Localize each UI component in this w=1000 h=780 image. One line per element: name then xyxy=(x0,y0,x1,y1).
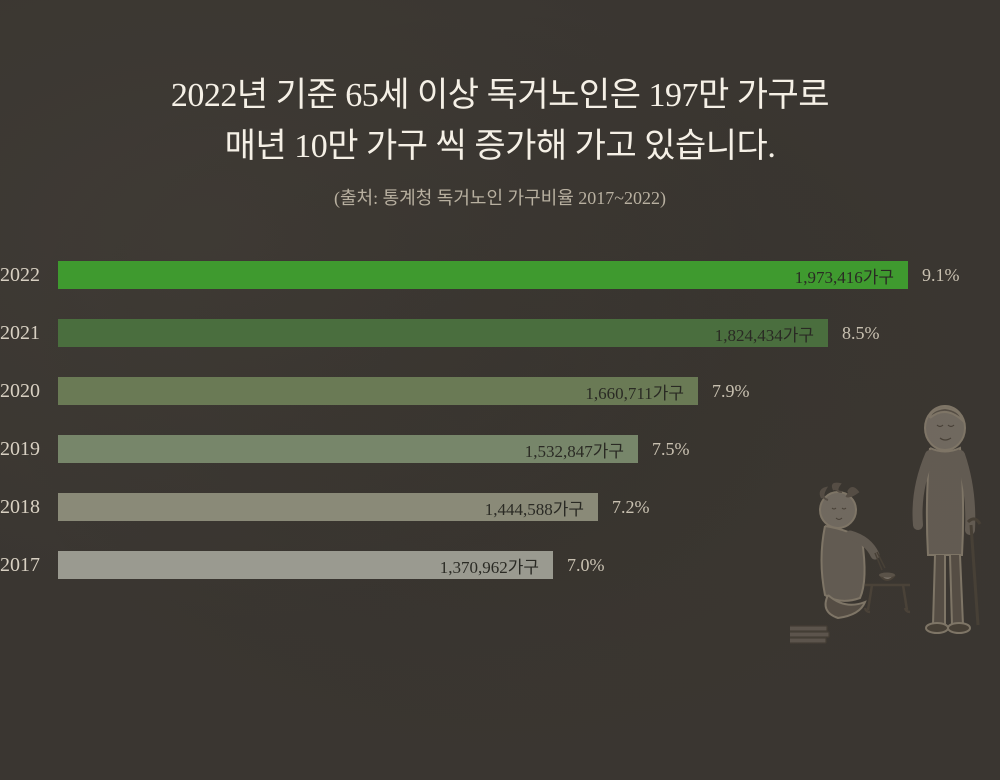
bar-wrap: 1,824,434가구 xyxy=(58,319,828,347)
bar-row: 2022 1,973,416가구 9.1% xyxy=(0,260,1000,290)
bar: 1,444,588가구 xyxy=(58,493,598,521)
percentage-label: 7.0% xyxy=(567,555,605,576)
elderly-illustration xyxy=(790,380,990,660)
year-label: 2018 xyxy=(0,496,58,519)
bar-value-label: 1,824,434가구 xyxy=(715,321,814,346)
title-line-2: 매년 10만 가구 씩 증가해 가고 있습니다. xyxy=(0,121,1000,172)
percentage-label: 9.1% xyxy=(922,265,960,286)
title-line-1: 2022년 기준 65세 이상 독거노인은 197만 가구로 xyxy=(0,70,1000,121)
bar: 1,660,711가구 xyxy=(58,377,698,405)
bar-value-label: 1,444,588가구 xyxy=(485,495,584,520)
bar-value-label: 1,532,847가구 xyxy=(525,437,624,462)
header: 2022년 기준 65세 이상 독거노인은 197만 가구로 매년 10만 가구… xyxy=(0,0,1000,210)
percentage-label: 7.2% xyxy=(612,497,650,518)
source-text: (출처: 통계청 독거노인 가구비율 2017~2022) xyxy=(0,184,1000,210)
year-label: 2019 xyxy=(0,438,58,461)
percentage-label: 7.9% xyxy=(712,381,750,402)
year-label: 2020 xyxy=(0,380,58,403)
bar: 1,532,847가구 xyxy=(58,435,638,463)
year-label: 2017 xyxy=(0,554,58,577)
bar-wrap: 1,660,711가구 xyxy=(58,377,698,405)
bar-value-label: 1,660,711가구 xyxy=(585,379,684,404)
bar-row: 2021 1,824,434가구 8.5% xyxy=(0,318,1000,348)
percentage-label: 7.5% xyxy=(652,439,690,460)
percentage-label: 8.5% xyxy=(842,323,880,344)
bar-value-label: 1,370,962가구 xyxy=(440,553,539,578)
bar: 1,824,434가구 xyxy=(58,319,828,347)
bar-wrap: 1,973,416가구 xyxy=(58,261,908,289)
bar-wrap: 1,370,962가구 xyxy=(58,551,553,579)
year-label: 2021 xyxy=(0,322,58,345)
bar-wrap: 1,444,588가구 xyxy=(58,493,598,521)
bar-wrap: 1,532,847가구 xyxy=(58,435,638,463)
bar: 1,370,962가구 xyxy=(58,551,553,579)
year-label: 2022 xyxy=(0,264,58,287)
bar: 1,973,416가구 xyxy=(58,261,908,289)
bar-value-label: 1,973,416가구 xyxy=(795,263,894,288)
